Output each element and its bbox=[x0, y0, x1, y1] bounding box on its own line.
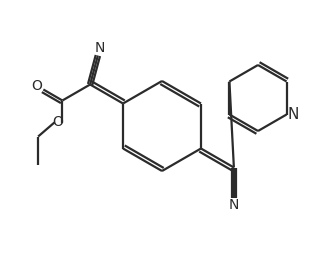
Text: O: O bbox=[52, 115, 63, 130]
Text: N: N bbox=[95, 41, 105, 55]
Text: O: O bbox=[31, 79, 42, 92]
Text: N: N bbox=[229, 197, 239, 211]
Text: N: N bbox=[288, 107, 299, 122]
